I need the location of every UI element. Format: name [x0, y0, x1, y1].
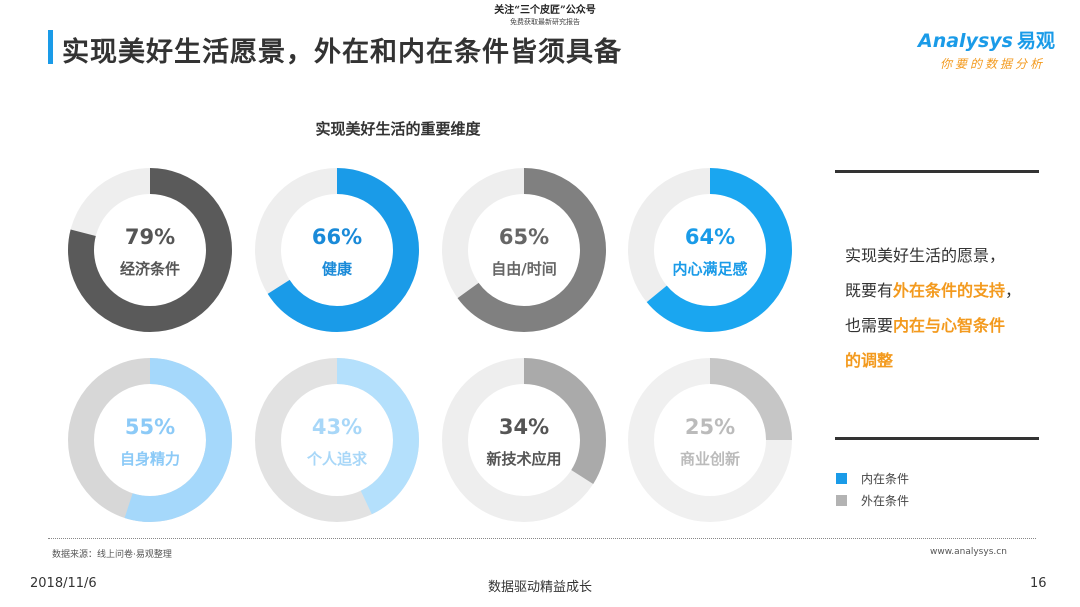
donut-2-category-label: 健康 [322, 260, 353, 278]
donut-7-category-label: 新技术应用 [486, 450, 561, 468]
side-panel-top-rule [835, 170, 1039, 173]
side-line-2-highlight: 外在条件的支持 [893, 281, 1006, 300]
side-line-4: 的调整 [845, 343, 1045, 378]
donut-6: 43% 个人追求 [255, 358, 419, 522]
donut-5-category-label: 自身精力 [120, 450, 180, 468]
donut-4-value-label: 64% [685, 225, 735, 249]
donut-8-category-label: 商业创新 [680, 450, 740, 468]
donut-8-arc [628, 358, 792, 522]
legend-item-external: 外在条件 [836, 489, 909, 511]
donut-4: 64% 内心满足感 [628, 168, 792, 332]
donut-2: 66% 健康 [255, 168, 419, 332]
donut-4-category-label: 内心满足感 [672, 260, 747, 278]
donut-3-value-label: 65% [499, 225, 549, 249]
donut-6-arc [255, 358, 419, 522]
donut-3-category-label: 自由/时间 [491, 260, 556, 278]
donut-3-arc [442, 168, 606, 332]
logo-brand-cn: 易观 [1016, 30, 1055, 52]
side-line-1: 实现美好生活的愿景， [845, 246, 1006, 265]
chart-title: 实现美好生活的重要维度 [315, 120, 481, 138]
donut-5-value-label: 55% [125, 415, 175, 439]
legend-item-internal: 内在条件 [836, 467, 909, 489]
notice-line-2: 免费获取最新研究报告 [510, 18, 580, 26]
notice-line-1: 关注“三个皮匠”公众号 [494, 5, 596, 16]
donut-chart-grid: 79% 经济条件 66% 健康 65% 自由/时间 64% 内心满足感 55% 自身精力 43% 个人… [68, 168, 792, 522]
side-line-2-pre: 既要有 [845, 281, 894, 300]
legend-label-external: 外在条件 [861, 493, 910, 508]
donut-2-value-label: 66% [312, 225, 362, 249]
donut-6-category-label: 个人追求 [306, 450, 368, 468]
analysys-logo: Analysys 易观 你要的数据分析 [918, 26, 1058, 72]
legend: 内在条件 外在条件 [836, 467, 909, 511]
footer-divider [48, 538, 1036, 539]
side-line-3: 也需要内在与心智条件 [845, 308, 1045, 343]
side-line-4-highlight: 的调整 [845, 351, 894, 370]
page-number: 16 [1030, 576, 1047, 591]
donut-6-value-label: 43% [312, 415, 362, 439]
logo-brand-en: Analysys [918, 30, 1013, 52]
legend-swatch-internal [836, 472, 847, 484]
footer-slogan: 数据驱动精益成长 [487, 580, 592, 595]
footer-date: 2018/11/6 [30, 576, 97, 591]
donut-8-value-label: 25% [685, 415, 735, 439]
logo-brand: Analysys 易观 [918, 26, 1058, 53]
top-notice: 关注“三个皮匠”公众号 免费获取最新研究报告 [470, 4, 620, 27]
side-line-3-highlight: 内在与心智条件 [893, 316, 1006, 335]
donut-3: 65% 自由/时间 [442, 168, 606, 332]
donut-7-value-label: 34% [499, 415, 549, 439]
title-accent-bar [48, 30, 53, 64]
side-line-2: 既要有外在条件的支持， [845, 273, 1045, 308]
donut-1: 79% 经济条件 [68, 168, 232, 332]
donut-8: 25% 商业创新 [628, 358, 792, 522]
donut-4-arc [628, 168, 792, 332]
donut-1-arc [68, 168, 232, 332]
side-panel-bottom-rule [835, 437, 1039, 440]
side-panel-text: 实现美好生活的愿景， 既要有外在条件的支持， 也需要内在与心智条件 的调整 [845, 238, 1045, 378]
logo-slogan: 你要的数据分析 [940, 57, 1046, 71]
data-source: 数据来源：线上问卷·易观整理 [52, 550, 172, 560]
donut-5-arc [68, 358, 232, 522]
side-line-3-pre: 也需要 [845, 316, 894, 335]
donut-7-arc [442, 358, 606, 522]
website-link[interactable]: www.analysys.cn [930, 547, 1007, 557]
legend-label-internal: 内在条件 [861, 471, 910, 486]
donut-7: 34% 新技术应用 [442, 358, 606, 522]
page-title: 实现美好生活愿景，外在和内在条件皆须具备 [62, 37, 622, 68]
donut-1-category-label: 经济条件 [120, 260, 180, 278]
legend-swatch-external [836, 494, 847, 506]
donut-1-value-label: 79% [125, 225, 175, 249]
side-line-2-post: ， [1005, 281, 1022, 300]
donut-5: 55% 自身精力 [68, 358, 232, 522]
donut-2-arc [255, 168, 419, 332]
